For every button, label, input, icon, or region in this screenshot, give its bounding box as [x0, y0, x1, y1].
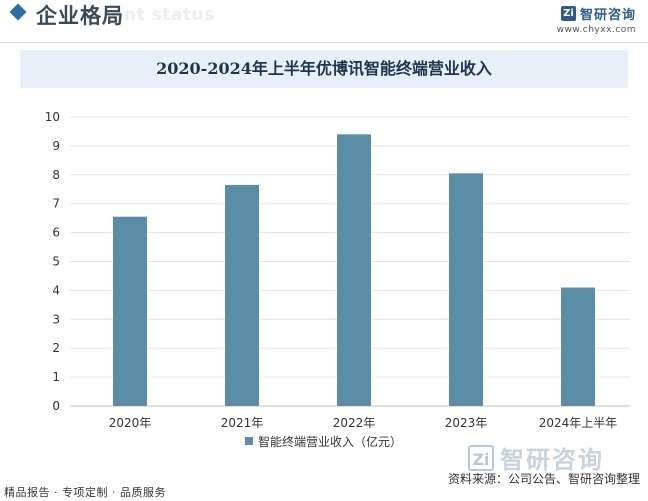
y-tick-label: 1 [52, 370, 60, 384]
x-tick-label: 2024年上半年 [539, 416, 618, 430]
header-divider [0, 42, 648, 43]
y-tick-label: 8 [52, 168, 60, 182]
chart-title: 2020-2024年上半年优博讯智能终端营业收入 [156, 59, 492, 78]
y-tick-label: 10 [45, 110, 60, 124]
bar-0 [113, 216, 147, 406]
legend-swatch [245, 437, 253, 445]
y-tick-label: 4 [52, 283, 60, 297]
zhiyan-logo-icon: Zi [560, 6, 576, 21]
brand-logo: Zi 智研咨询 www.chyxx.com [557, 4, 636, 35]
zhiyan-watermark-icon: Zi [468, 444, 494, 471]
footer-brand-watermark: Zi 智研咨询 [468, 440, 604, 475]
chart-title-band: 2020-2024年上半年优博讯智能终端营业收入 [20, 50, 628, 88]
y-tick-label: 7 [52, 197, 60, 211]
logo-url: www.chyxx.com [556, 25, 636, 35]
header-subtitle: ent status [112, 5, 215, 25]
data-source-note: 资料来源：公司公告、智研咨询整理 [447, 472, 640, 486]
header: ent status 企业格局 Zi 智研咨询 www.chyxx.com [0, 0, 648, 44]
bar-1 [225, 184, 259, 406]
logo-name: 智研咨询 [579, 8, 636, 23]
bar-2 [337, 134, 371, 406]
x-tick-label: 2023年 [445, 416, 488, 430]
y-tick-label: 2 [52, 341, 60, 355]
x-tick-label: 2020年 [109, 416, 152, 430]
footer-brand-name: 智研咨询 [500, 446, 604, 474]
bar-3 [449, 173, 483, 406]
footer-slogan: 精品报告 · 专项定制 · 品质服务 [4, 486, 166, 499]
y-tick-label: 6 [52, 226, 60, 240]
y-tick-label: 5 [52, 255, 60, 269]
x-tick-label: 2022年 [333, 416, 376, 430]
page-title: 企业格局 [36, 4, 124, 28]
y-tick-label: 9 [52, 139, 60, 153]
x-tick-label: 2021年 [221, 416, 264, 430]
bar-4 [561, 287, 595, 406]
y-tick-label: 0 [52, 399, 60, 413]
legend-label: 智能终端营业收入（亿元） [258, 434, 402, 449]
y-tick-label: 3 [52, 312, 60, 326]
